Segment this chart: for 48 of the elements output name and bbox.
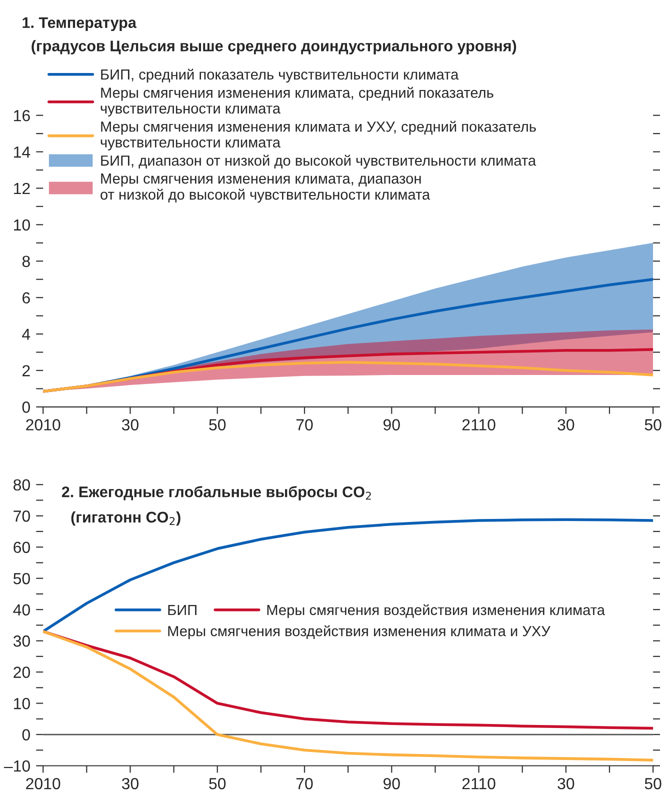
- chart-title: 1. Температура: [22, 17, 137, 32]
- annotation: Меры смягчения изменения климата, диапазон от низкой до высокой чувствительности климата: [100, 174, 430, 203]
- y-tick-label: 50: [13, 572, 30, 584]
- text: (гигатонн CO$_{2}$): [71, 511, 180, 526]
- legend-label: Меры смягчения воздействия изменения климата: [267, 604, 605, 618]
- x-tick-label: 70: [296, 778, 313, 790]
- y-tick-label: 80: [14, 479, 30, 491]
- x-tick-label: 2110: [462, 419, 496, 430]
- chart-title: 2. Ежегодные глобальные выбросы CO$_{2}$: [62, 486, 371, 500]
- x-tick-label: 2110: [462, 778, 496, 790]
- chart-subtitle: (градусов Цельсия выше среднего доиндустриального уровня): [32, 40, 516, 54]
- x-tick-label: 50: [644, 778, 662, 790]
- y-tick-label: 40: [13, 604, 30, 616]
- y-tick-label: 4: [22, 328, 30, 340]
- y-tick-label: 30: [13, 635, 30, 647]
- y-tick-label: 10: [14, 698, 30, 710]
- legend-label: БИП: [168, 604, 196, 616]
- annotation: БИП, диапазон от низкой до высокой чувствительности климата: [101, 154, 536, 169]
- x-tick-label: 30: [122, 778, 138, 790]
- y-tick-label: 0: [22, 729, 30, 740]
- y-tick-label: 20: [14, 666, 30, 678]
- legend-label: БИП, средний показатель чувствительности климата: [101, 68, 459, 83]
- legend-label: Меры смягчения воздействия изменения климата и УХУ: [168, 625, 550, 640]
- line-series: [43, 360, 654, 393]
- y-tick-label: 12: [14, 182, 30, 194]
- y-tick-label: 60: [14, 542, 30, 554]
- y-tick-label: 8: [22, 256, 30, 268]
- y-tick-label: –10: [4, 760, 30, 772]
- x-tick-label: 50: [209, 778, 226, 790]
- x-tick-label: 90: [384, 419, 400, 430]
- y-tick-label: 2: [22, 365, 30, 376]
- x-tick-label: 30: [558, 778, 574, 790]
- y-tick-label: 0: [22, 402, 30, 413]
- x-tick-label: 30: [122, 419, 138, 430]
- x-tick-label: 2010: [26, 778, 60, 790]
- x-tick-label: 50: [209, 419, 226, 430]
- x-tick-label: 90: [384, 778, 400, 790]
- y-tick-label: 16: [14, 110, 30, 122]
- y-tick-label: 70: [14, 510, 30, 522]
- y-tick-label: 14: [14, 146, 30, 158]
- legend-label: Меры смягчения изменения климата и УХУ, средний показатель чувствительности климата: [100, 120, 536, 150]
- x-tick-label: 50: [644, 419, 662, 430]
- y-tick-label: 6: [22, 292, 30, 304]
- legend-label: Меры смягчения изменения климата, средний показатель чувствительности климата: [100, 86, 494, 116]
- x-tick-label: 70: [296, 419, 313, 430]
- x-tick-label: 30: [558, 419, 574, 430]
- x-tick-label: 2010: [26, 419, 60, 430]
- y-tick-label: 10: [14, 219, 30, 231]
